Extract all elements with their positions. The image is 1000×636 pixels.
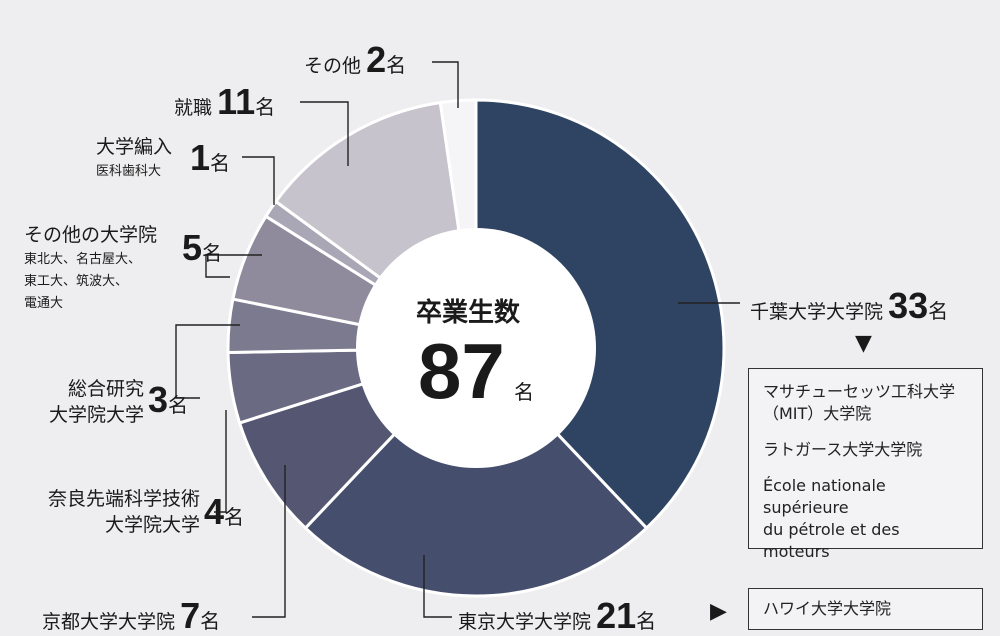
label-tokyo-name: 東京大学大学院 xyxy=(458,611,592,633)
leader-line-other xyxy=(432,61,459,108)
label-other-unit: 名 xyxy=(386,53,407,77)
label-kyoto-name: 京都大学大学院 xyxy=(42,611,176,633)
label-other-grad-name: その他の大学院 xyxy=(24,224,158,246)
label-job-count: 11 xyxy=(217,81,256,122)
leader-line-job xyxy=(300,101,349,166)
tokyo-destinations-box: ハワイ大学大学院 xyxy=(748,588,983,630)
label-soken-count: 3 xyxy=(148,379,169,420)
label-kyoto-count: 7 xyxy=(180,595,201,636)
chiba-destinations-box: マサチューセッツ工科大学 （MIT）大学院 ラトガース大学大学院 École n… xyxy=(748,368,983,561)
label-transfer-sub: 医科歯科大 xyxy=(96,164,162,179)
chiba-destination-item: du pétrole et des moteurs xyxy=(763,520,900,561)
label-other-grad-sub: 東工大、筑波大、 xyxy=(24,274,129,289)
label-other-grad-value: 5名 xyxy=(182,230,222,266)
label-nara-name2: 大学院大学 xyxy=(104,514,200,536)
label-transfer-name: 大学編入 xyxy=(96,136,173,158)
label-transfer-count: 1 xyxy=(190,137,211,178)
label-other-count: 2 xyxy=(366,39,387,80)
total-unit: 名 xyxy=(514,380,534,404)
label-transfer-unit: 名 xyxy=(210,151,231,175)
label-nara: 奈良先端科学技術 大学院大学 xyxy=(24,486,200,538)
label-other-grad: その他の大学院 東北大、名古屋大、 東工大、筑波大、 電通大 xyxy=(24,226,157,315)
label-kyoto: 京都大学大学院 7名 xyxy=(42,598,220,634)
label-soken-name2: 大学院大学 xyxy=(48,404,144,426)
chiba-destination-item: （MIT）大学院 xyxy=(763,404,872,423)
label-other-grad-unit: 名 xyxy=(202,241,223,265)
label-tokyo-unit: 名 xyxy=(636,609,657,633)
label-nara-value: 4名 xyxy=(204,494,244,530)
label-kyoto-unit: 名 xyxy=(200,609,221,633)
label-nara-name1: 奈良先端科学技術 xyxy=(47,488,200,510)
label-tokyo: 東京大学大学院 21名 xyxy=(458,598,656,634)
label-nara-unit: 名 xyxy=(224,505,245,529)
arrow-right-icon: ▶ xyxy=(710,599,727,624)
tokyo-destination-item: ハワイ大学大学院 xyxy=(763,599,892,618)
label-other-grad-sub: 東北大、名古屋大、 xyxy=(24,252,142,267)
leader-line-transfer xyxy=(242,156,275,205)
label-nara-count: 4 xyxy=(204,491,225,532)
leader-line-tokyo xyxy=(423,555,452,618)
label-other-name: その他 xyxy=(304,55,362,77)
label-chiba-count: 33 xyxy=(888,285,929,326)
label-soken: 総合研究 大学院大学 xyxy=(24,376,144,428)
label-job-unit: 名 xyxy=(255,95,276,119)
label-soken-name1: 総合研究 xyxy=(67,378,144,400)
chiba-destination-item: マサチューセッツ工科大学 xyxy=(763,382,956,401)
arrow-down-icon: ▼ xyxy=(855,331,872,356)
leader-line-other-grad xyxy=(205,254,262,278)
leader-line-nara xyxy=(214,410,227,513)
leader-line-soken xyxy=(175,324,240,399)
label-job-name: 就職 xyxy=(174,97,213,119)
label-chiba-name: 千葉大学大学院 xyxy=(750,301,884,323)
total-count: 87 xyxy=(418,327,505,415)
label-other: その他 2名 xyxy=(304,42,406,78)
chart-title: 卒業生数 xyxy=(416,298,521,328)
chiba-destination-item: ラトガース大学大学院 xyxy=(763,440,923,459)
label-soken-unit: 名 xyxy=(168,393,189,417)
label-transfer-value: 1名 xyxy=(190,140,230,176)
label-tokyo-count: 21 xyxy=(596,595,637,636)
label-other-grad-count: 5 xyxy=(182,227,203,268)
label-other-grad-sub: 電通大 xyxy=(24,296,64,311)
donut-hole xyxy=(356,228,596,468)
leader-line-kyoto xyxy=(252,465,286,618)
chiba-destination-item: École nationale supérieure xyxy=(763,476,886,517)
label-transfer: 大学編入 医科歯科大 xyxy=(96,138,172,183)
label-job: 就職 11名 xyxy=(174,84,275,120)
label-soken-value: 3名 xyxy=(148,382,188,418)
label-chiba-unit: 名 xyxy=(928,299,949,323)
label-chiba: 千葉大学大学院 33名 xyxy=(750,288,948,324)
